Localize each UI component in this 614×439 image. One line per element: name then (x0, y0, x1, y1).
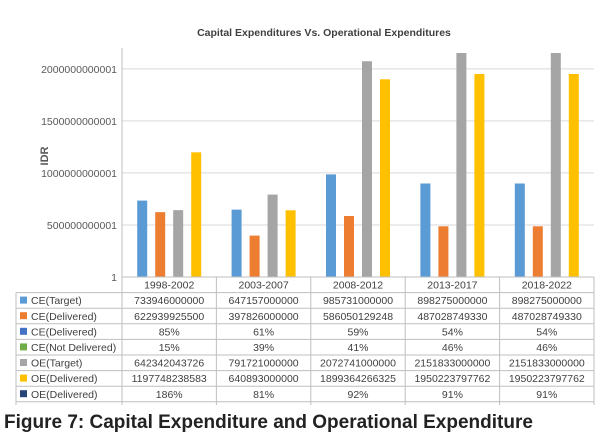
data-label: 8% (350, 404, 365, 405)
legend-swatch (20, 327, 27, 335)
data-label: 1950223797762 (414, 373, 490, 385)
legend-label: OE(Target) (31, 358, 82, 370)
legend-label: CE(Delivered) (31, 311, 97, 323)
data-label: 642342043726 (134, 358, 204, 370)
data-label: 85% (159, 326, 180, 338)
x-tick-label: 2003-2007 (238, 280, 288, 292)
chart: Capital Expenditures Vs. Operational Exp… (15, 27, 595, 405)
x-tick-label: 2013-2017 (427, 280, 477, 292)
data-label: 54% (442, 326, 463, 338)
bar (568, 73, 579, 277)
bar (456, 53, 467, 277)
y-tick-label: 2000000000001 (41, 64, 117, 76)
data-label: 54% (536, 326, 557, 338)
bar (173, 210, 184, 277)
x-tick-label: 1998-2002 (144, 280, 194, 292)
chart-title: Capital Expenditures Vs. Operational Exp… (197, 27, 451, 39)
legend-label: OE(Delivered) (31, 389, 98, 401)
bar (249, 235, 260, 277)
data-label: 898275000000 (417, 295, 487, 307)
legend-swatch (20, 359, 27, 366)
data-label: 91% (442, 389, 463, 401)
bar (231, 209, 242, 277)
legend-swatch (20, 374, 27, 382)
bar (380, 79, 390, 277)
data-label: 9% (539, 404, 554, 405)
data-label: 1197748238583 (132, 373, 207, 385)
legend-swatch (20, 343, 27, 351)
data-label: 397826000000 (229, 311, 299, 323)
y-tick-label: 1 (111, 272, 117, 284)
legend-swatch (20, 296, 27, 304)
bar (532, 226, 543, 277)
bar (514, 183, 525, 277)
bar (137, 200, 148, 277)
data-label: 2151833000000 (509, 358, 585, 370)
bar (474, 73, 485, 277)
data-label: 640893000000 (229, 373, 299, 385)
data-label: 985731000000 (323, 295, 393, 307)
data-label: 733946000000 (134, 295, 204, 307)
data-label: 15% (159, 342, 180, 354)
data-label: 898275000000 (512, 295, 582, 307)
legend-label: OE(Delivered) (31, 373, 98, 385)
legend-label: CE(Delivered) (31, 326, 97, 338)
bar (285, 210, 296, 277)
data-label: 2151833000000 (414, 358, 490, 370)
data-label: 2072741000000 (320, 358, 396, 370)
bar (155, 212, 166, 277)
data-table: 1998-2002 2003-2007 2008-2012 2013-2017 2018… (15, 48, 595, 405)
bar (438, 226, 449, 277)
legend-swatch (20, 390, 27, 398)
y-tick-label: 1000000000001 (41, 168, 117, 180)
data-label: 59% (347, 326, 368, 338)
y-tick-label: 500000000001 (47, 220, 117, 232)
data-label: 91% (536, 389, 557, 401)
bar (420, 183, 431, 277)
data-label: 41% (347, 342, 368, 354)
data-label: 1899364266325 (320, 373, 396, 385)
data-label: -86% (157, 404, 182, 405)
bar (550, 53, 561, 277)
y-axis-ticks: 1500000000001100000000000115000000000012… (41, 64, 117, 284)
legend-label: OE(Not Delivered) (31, 404, 117, 405)
y-tick-label: 1500000000001 (41, 116, 117, 128)
data-label: 487028749330 (417, 311, 487, 323)
data-label: 46% (442, 342, 463, 354)
data-label: 19% (253, 404, 274, 405)
data-label: 622939925500 (134, 311, 204, 323)
bars (137, 53, 579, 277)
bar (267, 194, 278, 277)
bar (191, 152, 202, 277)
data-label: 586050129248 (323, 311, 393, 323)
data-label: 487028749330 (512, 311, 582, 323)
legend-label: CE(Not Delivered) (31, 342, 116, 354)
data-label: 186% (156, 389, 183, 401)
bar (344, 215, 354, 277)
data-label: 39% (253, 342, 274, 354)
data-label: 61% (253, 326, 274, 338)
legend-swatch (20, 312, 27, 320)
bar (362, 61, 372, 277)
legend-label: CE(Target) (31, 295, 82, 307)
data-label: 81% (253, 389, 274, 401)
bar (326, 174, 336, 277)
data-label: 791721000000 (229, 358, 299, 370)
data-label: 647157000000 (229, 295, 299, 307)
y-axis-label: IDR (39, 146, 51, 165)
data-label: 46% (536, 342, 557, 354)
figure-caption: Figure 7: Capital Expenditure and Operat… (4, 412, 533, 433)
x-tick-label: 2008-2012 (333, 280, 383, 292)
data-label: 9% (445, 404, 460, 405)
x-tick-label: 2018-2022 (522, 280, 572, 292)
data-label: 1950223797762 (509, 373, 585, 385)
data-label: 92% (347, 389, 368, 401)
